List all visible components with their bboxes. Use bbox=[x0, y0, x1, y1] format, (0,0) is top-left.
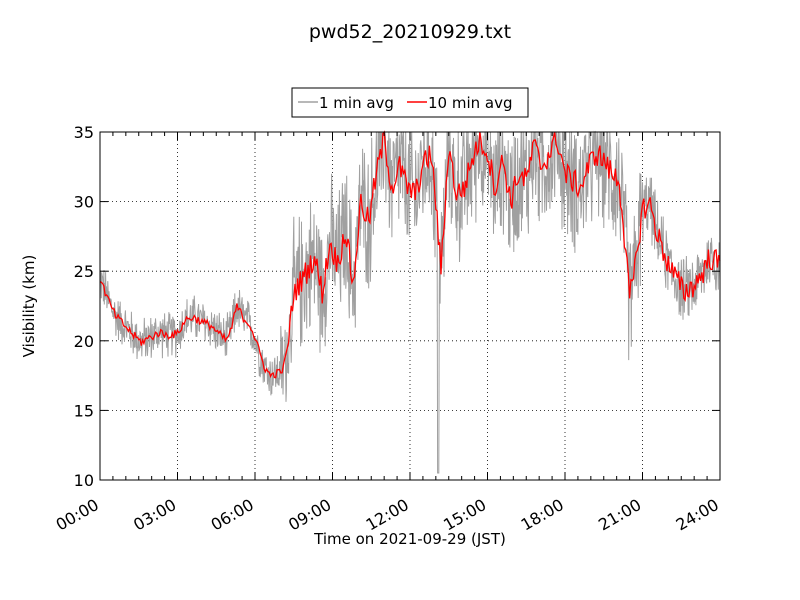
x-tick-labels: 00:00 03:00 06:00 09:00 12:00 15:00 18:00 21:00… bbox=[53, 495, 722, 535]
x-tick-label: 15:00 bbox=[440, 495, 489, 535]
x-tick-label: 24:00 bbox=[673, 495, 722, 535]
x-tick-label: 18:00 bbox=[518, 495, 567, 535]
y-axis-label: Visibility (km) bbox=[20, 255, 38, 358]
axis-ticks bbox=[99, 131, 721, 481]
y-tick-label: 30 bbox=[74, 193, 94, 212]
legend-label-10min: 10 min avg bbox=[428, 94, 513, 112]
y-tick-label: 10 bbox=[74, 471, 94, 490]
y-tick-label: 20 bbox=[74, 332, 94, 351]
x-tick-label: 00:00 bbox=[53, 495, 102, 535]
y-tick-label: 25 bbox=[74, 262, 94, 281]
legend-label-1min: 1 min avg bbox=[319, 94, 394, 112]
chart-title: pwd52_20210929.txt bbox=[309, 21, 511, 43]
x-tick-label: 21:00 bbox=[595, 495, 644, 535]
grid-lines bbox=[100, 132, 720, 480]
x-tick-label: 09:00 bbox=[285, 495, 334, 535]
x-axis-label: Time on 2021-09-29 (JST) bbox=[313, 530, 506, 548]
y-tick-label: 35 bbox=[74, 123, 94, 142]
y-tick-label: 15 bbox=[74, 401, 94, 420]
plot-area bbox=[99, 130, 721, 474]
series-10min-avg-line bbox=[99, 130, 721, 379]
x-tick-label: 03:00 bbox=[130, 495, 179, 535]
legend: 1 min avg 10 min avg bbox=[291, 87, 529, 118]
y-tick-labels: 10 15 20 25 30 35 bbox=[74, 123, 94, 490]
x-tick-label: 06:00 bbox=[208, 495, 257, 535]
series-1min-avg-line bbox=[99, 130, 721, 474]
x-tick-label: 12:00 bbox=[363, 495, 412, 535]
